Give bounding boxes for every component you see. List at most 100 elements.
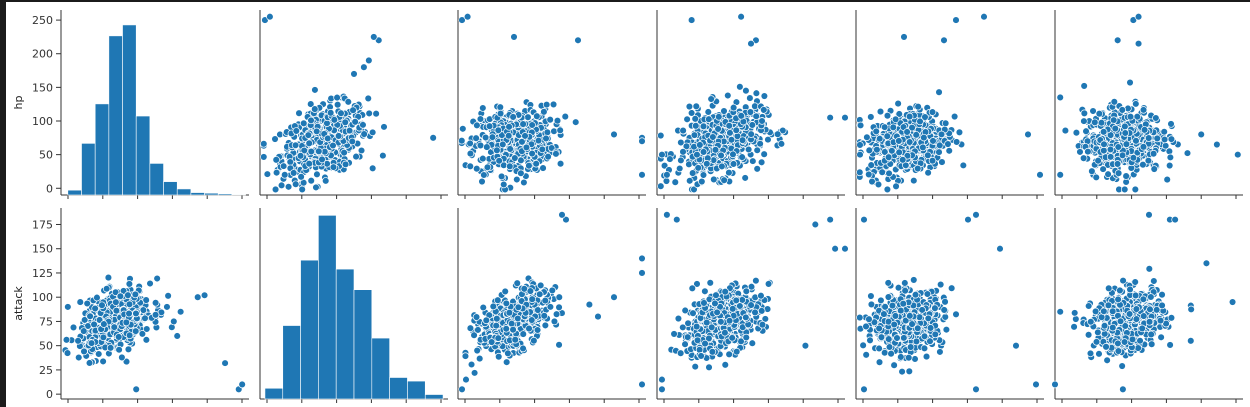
scatter-point (955, 128, 964, 137)
scatter-point (1167, 120, 1175, 128)
scatter-point (1122, 140, 1131, 148)
scatter-point (364, 94, 372, 103)
scatter-point (729, 150, 737, 159)
scatter-point (151, 311, 160, 319)
scatter-point (1113, 36, 1122, 45)
scatter-point (726, 129, 734, 137)
scatter-point (312, 183, 320, 192)
scatter-point (691, 115, 699, 123)
scatter-point (532, 160, 540, 168)
scatter-point (548, 286, 557, 295)
scatter-point (875, 134, 884, 143)
scatter-point (496, 109, 505, 118)
scatter-point (950, 112, 959, 121)
histogram-bar (282, 325, 301, 400)
histogram-bar (424, 394, 444, 400)
scatter-point (689, 309, 697, 317)
scatter-point (115, 346, 123, 354)
scatter-point (900, 33, 908, 41)
scatter-point (996, 244, 1004, 253)
scatter-point (200, 291, 209, 300)
scatter-point (1082, 127, 1090, 135)
scatter-point (1167, 135, 1176, 143)
scatter-point (100, 320, 108, 328)
scatter-point (1126, 78, 1134, 87)
scatter-point (894, 283, 903, 292)
scatter-point (727, 136, 736, 144)
scatter-point (99, 357, 107, 366)
scatter-point (1122, 172, 1130, 180)
scatter-point (758, 320, 767, 329)
scatter-point (936, 280, 945, 289)
scatter-point (693, 150, 701, 159)
scatter-point (542, 134, 550, 143)
scatter-point (752, 112, 760, 120)
y-axis-label-attack: attack (12, 286, 25, 321)
scatter-point (888, 301, 897, 310)
scatter-point (313, 170, 321, 179)
scatter-point (549, 100, 558, 109)
scatter-point (773, 130, 782, 138)
scatter-point (295, 109, 303, 117)
panel-r1-c2 (457, 208, 646, 403)
scatter-point (704, 108, 713, 116)
scatter-point (1134, 12, 1143, 21)
scatter-point (699, 148, 708, 156)
scatter-point (533, 112, 541, 120)
scatter-point (764, 280, 773, 288)
scatter-point (699, 122, 708, 131)
scatter-point (504, 349, 512, 358)
histogram-bar (353, 289, 373, 400)
scatter-point (176, 307, 185, 316)
scatter-point (921, 113, 929, 121)
histogram-bar (94, 103, 110, 196)
scatter-point (760, 150, 768, 158)
scatter-point (164, 292, 172, 300)
scatter-point (906, 343, 915, 351)
scatter-point (333, 100, 342, 109)
scatter-point (856, 313, 864, 322)
scatter-point (306, 100, 315, 108)
scatter-point (922, 352, 931, 361)
scatter-point (811, 220, 820, 229)
scatter-point (511, 335, 519, 344)
scatter-point (505, 308, 514, 317)
scatter-point (685, 160, 693, 169)
scatter-point (937, 130, 946, 139)
scatter-point (841, 113, 849, 122)
scatter-point (944, 140, 952, 148)
scatter-point (683, 333, 692, 341)
scatter-point (747, 130, 755, 138)
scatter-point (698, 177, 706, 186)
scatter-point (350, 70, 358, 78)
scatter-point (541, 296, 550, 305)
scatter-point (494, 334, 503, 342)
scatter-point (724, 91, 732, 100)
scatter-point (493, 314, 501, 323)
scatter-point (86, 312, 94, 321)
scatter-point (1131, 185, 1140, 194)
scatter-point (1100, 140, 1108, 148)
scatter-point (673, 215, 681, 224)
scatter-point (657, 182, 665, 190)
scatter-point (344, 98, 353, 106)
scatter-point (931, 304, 939, 312)
scatter-point (540, 312, 548, 320)
scatter-point (472, 134, 480, 142)
scatter-point (380, 123, 388, 131)
scatter-point (1110, 98, 1119, 106)
scatter-point (368, 128, 377, 137)
scatter-point (1080, 82, 1088, 90)
scatter-point (714, 125, 722, 133)
panel-r0-c0 (60, 10, 249, 199)
scatter-point (713, 308, 721, 317)
scatter-point (534, 136, 543, 145)
scatter-point (502, 299, 511, 308)
scatter-point (513, 279, 521, 287)
scatter-point (877, 333, 886, 341)
scatter-point (873, 145, 881, 154)
panel-r0-c2 (457, 10, 646, 199)
scatter-point (681, 340, 689, 348)
scatter-point (543, 128, 552, 137)
scatter-point (461, 352, 470, 360)
